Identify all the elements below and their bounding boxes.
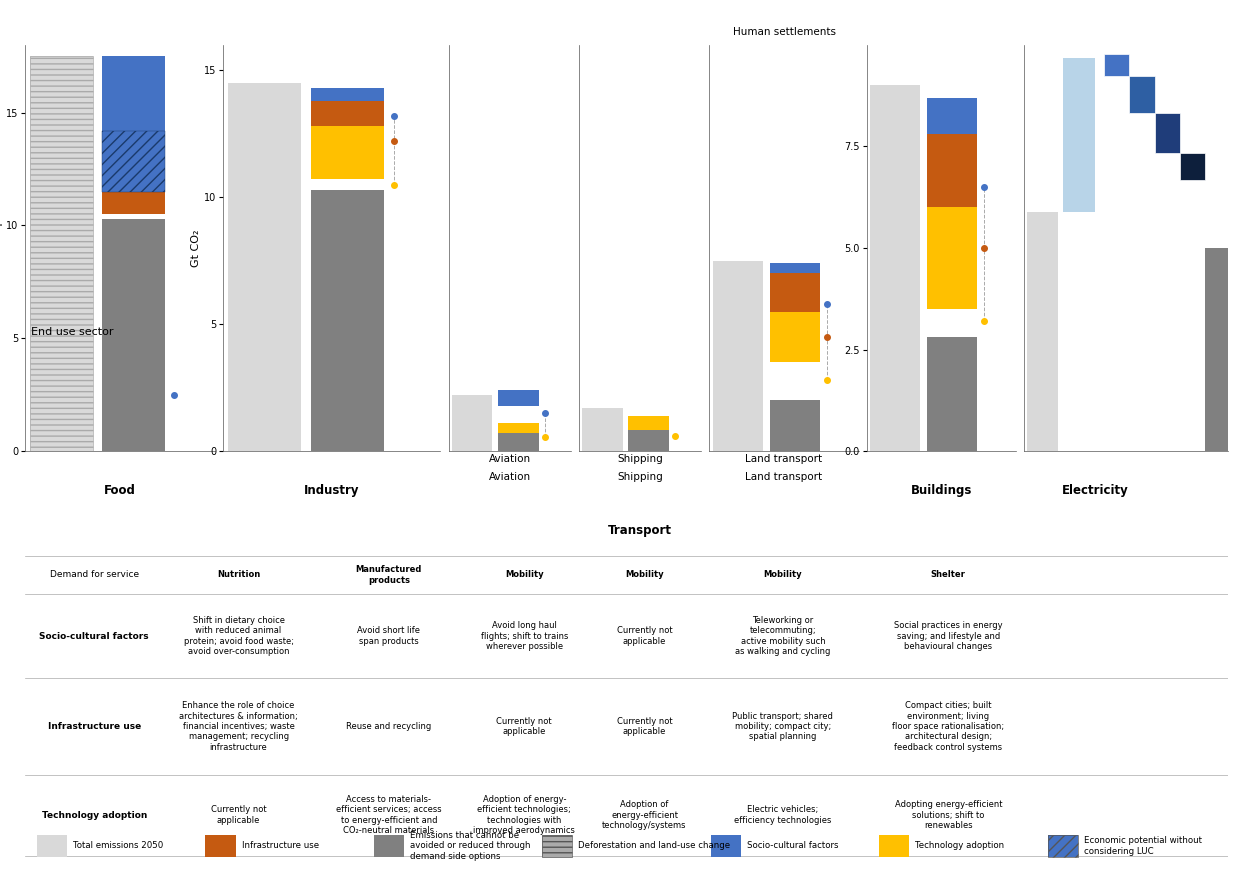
Bar (1063, 58, 1095, 212)
Text: Buildings: Buildings (911, 484, 972, 496)
Bar (1104, 54, 1129, 76)
Bar (581, 408, 623, 452)
FancyBboxPatch shape (1048, 835, 1078, 857)
Text: Compact cities; built
environment; living
floor space rationalisation;
architect: Compact cities; built environment; livin… (892, 702, 1005, 752)
Bar (927, 338, 977, 452)
Text: Food: Food (104, 484, 137, 496)
FancyBboxPatch shape (373, 835, 403, 857)
Text: Technology adoption: Technology adoption (915, 841, 1005, 850)
Y-axis label: Gt CO₂: Gt CO₂ (192, 229, 202, 267)
Bar (769, 401, 819, 452)
FancyBboxPatch shape (880, 835, 910, 857)
Text: Infrastructure use: Infrastructure use (242, 841, 318, 850)
Bar (1155, 113, 1180, 153)
Bar (311, 126, 383, 179)
Bar (769, 273, 819, 324)
Text: Adoption of energy-
efficient technologies;
technologies with
improved aerodynam: Adoption of energy- efficient technologi… (474, 795, 575, 835)
Text: Currently not
applicable: Currently not applicable (211, 806, 267, 825)
Text: Shelter: Shelter (931, 571, 966, 580)
Bar (499, 434, 539, 452)
Y-axis label: Gt CO₂eq: Gt CO₂eq (0, 222, 3, 274)
FancyBboxPatch shape (543, 835, 573, 857)
Text: Avoid short life
span products: Avoid short life span products (357, 626, 421, 646)
Bar (1129, 76, 1155, 113)
Bar (30, 56, 93, 452)
Text: Shift in dietary choice
with reduced animal
protein; avoid food waste;
avoid ove: Shift in dietary choice with reduced ani… (184, 616, 293, 656)
Text: Nutrition: Nutrition (217, 571, 261, 580)
Text: Industry: Industry (304, 484, 360, 496)
Text: Economic potential without
considering LUC: Economic potential without considering L… (1084, 836, 1202, 856)
Bar (101, 56, 165, 192)
Text: Avoid long haul
flights; shift to trains
wherever possible: Avoid long haul flights; shift to trains… (481, 621, 568, 651)
Text: Electricity: Electricity (1063, 484, 1129, 496)
FancyBboxPatch shape (710, 835, 741, 857)
Bar (629, 430, 669, 452)
Text: Emissions that cannot be
avoided or reduced through
demand side options: Emissions that cannot be avoided or redu… (410, 831, 530, 861)
FancyBboxPatch shape (38, 835, 68, 857)
X-axis label: Shipping: Shipping (618, 454, 663, 464)
Bar (451, 395, 492, 452)
Bar (927, 134, 977, 216)
Text: End use sector: End use sector (31, 326, 114, 337)
Bar (713, 261, 763, 452)
Text: Infrastructure use: Infrastructure use (48, 722, 140, 731)
Bar (1180, 153, 1205, 180)
Bar (629, 416, 669, 431)
Text: Socio-cultural factors: Socio-cultural factors (39, 632, 149, 641)
Text: Aviation: Aviation (489, 471, 531, 482)
Text: Demand for service: Demand for service (50, 571, 139, 580)
Bar (927, 98, 977, 146)
Text: Access to materials-
efficient services; access
to energy-efficient and
CO₂-neut: Access to materials- efficient services;… (336, 795, 442, 835)
Bar (228, 83, 301, 452)
Text: Currently not
applicable: Currently not applicable (616, 626, 673, 646)
Bar (1026, 212, 1059, 452)
Text: Manufactured
products: Manufactured products (356, 565, 422, 584)
Bar (311, 100, 383, 134)
Bar (101, 192, 165, 214)
Bar (769, 312, 819, 362)
Text: Shipping: Shipping (618, 471, 663, 482)
Bar (1205, 248, 1230, 452)
Text: Human settlements: Human settlements (733, 27, 836, 37)
Text: Teleworking or
telecommuting;
active mobility such
as walking and cycling: Teleworking or telecommuting; active mob… (736, 616, 831, 656)
Text: Mobility: Mobility (763, 571, 802, 580)
Text: Mobility: Mobility (625, 571, 664, 580)
Text: Enhance the role of choice
architectures & information;
financial incentives; wa: Enhance the role of choice architectures… (179, 702, 298, 752)
Text: Total emissions 2050: Total emissions 2050 (73, 841, 163, 850)
FancyBboxPatch shape (205, 835, 236, 857)
Text: Adoption of
energy-efficient
technology/systems: Adoption of energy-efficient technology/… (603, 800, 687, 830)
Bar (311, 190, 383, 452)
Bar (499, 423, 539, 434)
Text: Land transport: Land transport (746, 471, 822, 482)
Text: Socio-cultural factors: Socio-cultural factors (747, 841, 838, 850)
Bar (499, 391, 539, 406)
Text: Mobility: Mobility (505, 571, 544, 580)
Bar (871, 85, 920, 452)
Text: Currently not
applicable: Currently not applicable (496, 717, 553, 737)
X-axis label: Aviation: Aviation (489, 454, 531, 464)
Bar (311, 88, 383, 108)
Text: Adopting energy-efficient
solutions; shift to
renewables: Adopting energy-efficient solutions; shi… (895, 800, 1002, 830)
Text: Reuse and recycling: Reuse and recycling (346, 722, 431, 731)
Bar (30, 56, 93, 452)
X-axis label: Land transport: Land transport (746, 454, 822, 464)
Bar (927, 207, 977, 309)
Text: Transport: Transport (608, 524, 672, 538)
Text: Technology adoption: Technology adoption (41, 811, 147, 820)
Text: Currently not
applicable: Currently not applicable (616, 717, 673, 737)
Text: Social practices in energy
saving; and lifestyle and
behavioural changes: Social practices in energy saving; and l… (893, 621, 1002, 651)
Text: Deforestation and land-use change: Deforestation and land-use change (579, 841, 730, 850)
Text: Public transport; shared
mobility; compact city;
spatial planning: Public transport; shared mobility; compa… (733, 711, 833, 741)
Bar (101, 131, 165, 192)
Bar (101, 219, 165, 452)
Bar (769, 263, 819, 286)
Text: Electric vehicles;
efficiency technologies: Electric vehicles; efficiency technologi… (734, 806, 832, 825)
